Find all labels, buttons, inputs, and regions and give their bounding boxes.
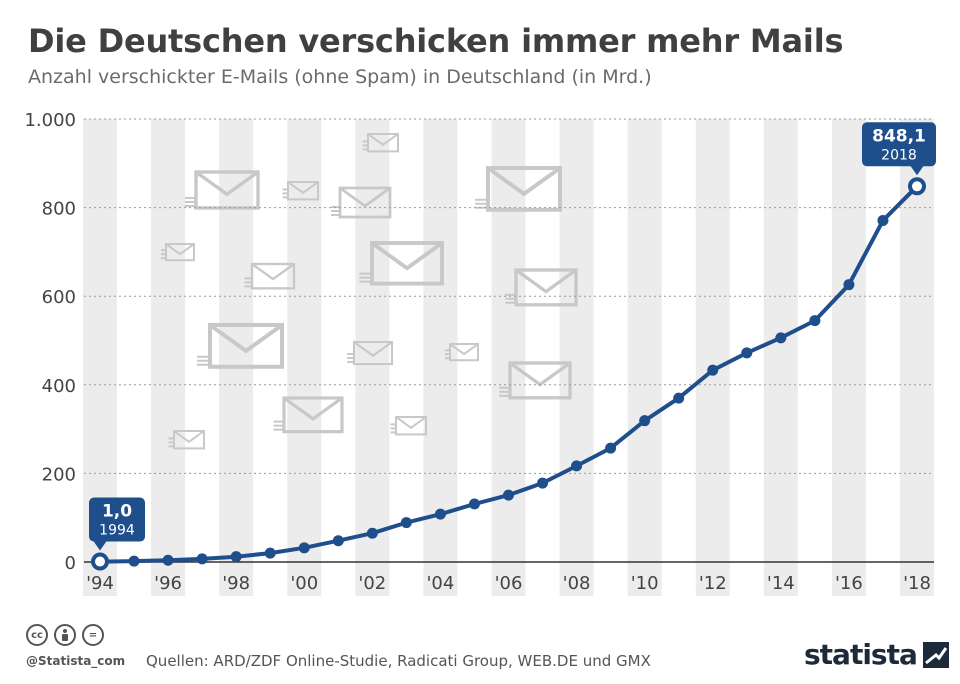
y-tick-label: 1.000 <box>24 110 76 131</box>
attribution-icon <box>54 624 76 646</box>
year-band <box>219 119 254 596</box>
data-point <box>537 477 549 489</box>
x-tick-label: '00 <box>290 573 318 594</box>
x-tick-label: '06 <box>495 573 523 594</box>
source-note: Quellen: ARD/ZDF Online-Studie, Radicati… <box>146 652 651 670</box>
data-point <box>128 555 140 567</box>
chart-subtitle: Anzahl verschickter E-Mails (ohne Spam) … <box>28 66 652 88</box>
x-axis-ticks: '94 '96 '98 '00 '02 '04 '06 '08 '10 '12 '14 '16 '18 <box>86 573 931 594</box>
envelope-icon <box>362 133 399 153</box>
x-tick-label: '14 <box>767 573 795 594</box>
data-point <box>230 551 242 563</box>
year-band <box>423 119 458 596</box>
data-point <box>366 527 378 539</box>
data-point <box>809 315 821 327</box>
y-tick-label: 200 <box>42 464 76 485</box>
callout-box <box>89 497 145 542</box>
envelope-icon <box>390 416 427 436</box>
y-axis-ticks: 0 200 400 600 800 1.000 <box>24 110 76 574</box>
envelope-icon <box>197 323 284 369</box>
data-point <box>162 554 174 566</box>
year-band <box>151 119 186 596</box>
envelope-icon <box>444 343 479 362</box>
envelope-icon <box>273 396 344 434</box>
data-point <box>741 347 753 359</box>
callout-box <box>862 122 936 167</box>
x-tick-label: '02 <box>358 573 386 594</box>
statista-logo-icon <box>922 641 949 668</box>
year-band <box>763 119 798 596</box>
x-tick-label: '08 <box>563 573 591 594</box>
data-point-endpoint <box>908 177 926 196</box>
brand-wordmark: statista <box>804 638 918 671</box>
year-band <box>695 119 730 596</box>
data-point <box>400 517 412 529</box>
year-band <box>559 119 594 596</box>
x-tick-label: '10 <box>631 573 659 594</box>
data-point <box>264 547 276 559</box>
no-derivatives-icon: = <box>82 624 104 646</box>
envelope-icon <box>282 181 319 201</box>
data-point <box>775 332 787 344</box>
data-point <box>468 498 480 510</box>
gridlines <box>84 118 934 563</box>
envelope-icon <box>499 361 572 400</box>
year-band <box>287 119 322 596</box>
envelope-icon <box>160 243 195 262</box>
statista-handle: @Statista_com <box>26 654 126 668</box>
callout-year: 1994 <box>99 523 135 539</box>
data-point <box>196 553 208 565</box>
x-tick-label: '12 <box>699 573 727 594</box>
data-point <box>877 214 889 226</box>
data-point <box>298 542 310 554</box>
cc-icon: cc <box>26 624 48 646</box>
envelope-icon <box>331 186 392 219</box>
chart-title: Die Deutschen verschicken immer mehr Mai… <box>28 22 844 60</box>
x-tick-label: '96 <box>154 573 182 594</box>
envelope-icon <box>168 430 205 450</box>
y-tick-label: 400 <box>42 376 76 397</box>
data-point <box>332 535 344 547</box>
envelope-icon <box>244 262 296 290</box>
callout-value: 1,0 <box>102 502 132 522</box>
series-line <box>91 177 926 571</box>
license-icons: cc = <box>26 624 104 646</box>
data-point-endpoint <box>91 552 109 571</box>
x-tick-label: '18 <box>903 573 931 594</box>
envelope-icon <box>505 268 578 307</box>
line-chart: 0 200 400 600 800 1.000 '94 '96 '98 '00 '02 '04 '06… <box>24 110 936 596</box>
data-point <box>707 364 719 376</box>
callout-year: 2018 <box>881 147 917 163</box>
data-point <box>605 442 617 454</box>
y-tick-label: 0 <box>65 553 76 574</box>
x-tick-label: '98 <box>222 573 250 594</box>
x-tick-label: '16 <box>835 573 863 594</box>
envelope-icon <box>359 241 444 286</box>
envelope-icon <box>347 340 394 366</box>
data-point <box>843 279 855 291</box>
year-band <box>831 119 866 596</box>
data-point <box>673 392 685 404</box>
year-band <box>355 119 390 596</box>
year-band <box>627 119 662 596</box>
callout-pointer <box>910 165 924 176</box>
decorative-envelopes <box>160 133 578 450</box>
statista-brand[interactable]: statista <box>804 638 949 671</box>
data-point <box>503 489 514 501</box>
envelope-icon <box>184 170 260 210</box>
callout-pointer <box>93 540 107 551</box>
data-point <box>434 508 446 520</box>
y-tick-label: 800 <box>42 199 76 220</box>
data-point <box>639 415 651 427</box>
x-tick-label: '94 <box>86 573 114 594</box>
callout-value: 848,1 <box>872 126 926 146</box>
y-tick-label: 600 <box>42 287 76 308</box>
data-point <box>571 460 583 472</box>
x-tick-label: '04 <box>426 573 454 594</box>
year-band <box>491 119 526 596</box>
